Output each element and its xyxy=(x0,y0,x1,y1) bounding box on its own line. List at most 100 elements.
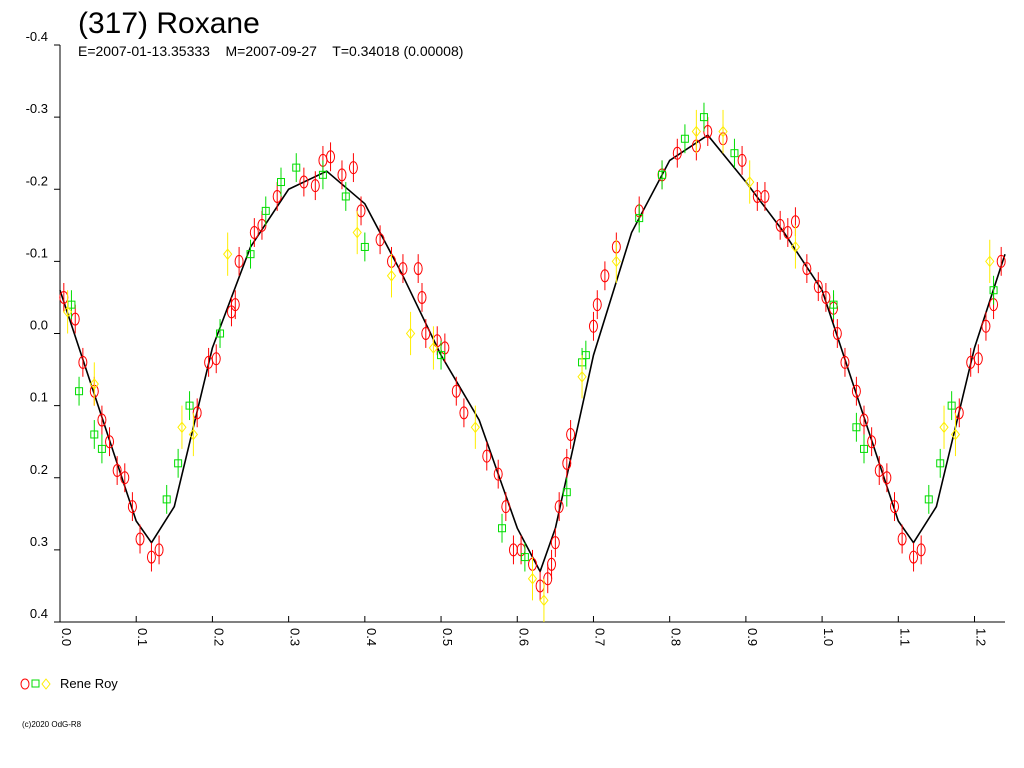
x-tick-label: 0.7 xyxy=(592,628,607,646)
point xyxy=(577,370,587,383)
point xyxy=(897,532,907,546)
point xyxy=(947,401,956,410)
point xyxy=(318,170,327,179)
point xyxy=(699,113,708,122)
point xyxy=(547,557,557,571)
point xyxy=(428,342,439,354)
point xyxy=(223,248,233,260)
point xyxy=(482,449,492,463)
point xyxy=(230,298,240,312)
legend-diamond xyxy=(41,678,51,690)
point xyxy=(539,594,549,607)
point xyxy=(89,378,99,390)
point xyxy=(246,250,255,259)
point xyxy=(790,241,801,253)
y-tick-label: 0.2 xyxy=(30,462,48,477)
point xyxy=(292,163,301,172)
point xyxy=(909,550,919,564)
point xyxy=(127,500,137,514)
point xyxy=(352,226,362,239)
point xyxy=(851,384,861,398)
point xyxy=(996,254,1006,268)
point xyxy=(562,456,572,470)
point xyxy=(658,170,667,179)
point xyxy=(592,298,602,312)
point xyxy=(97,413,107,427)
point xyxy=(802,262,812,276)
point xyxy=(867,435,877,449)
point xyxy=(985,255,995,268)
point xyxy=(527,572,538,585)
point xyxy=(939,421,949,434)
point xyxy=(470,421,480,434)
x-tick-label: 1.2 xyxy=(974,628,989,646)
point xyxy=(813,280,823,294)
x-tick-label: 0.5 xyxy=(440,628,455,646)
point xyxy=(421,327,431,340)
y-tick-label: -0.3 xyxy=(26,101,48,116)
point xyxy=(177,421,187,434)
point xyxy=(310,179,320,193)
point xyxy=(341,192,350,201)
point xyxy=(520,553,529,562)
point xyxy=(337,168,347,182)
point xyxy=(97,444,106,453)
point xyxy=(146,550,156,564)
point xyxy=(299,175,309,189)
point xyxy=(249,226,259,240)
fit-curve xyxy=(59,134,1006,574)
point xyxy=(840,355,850,369)
point xyxy=(493,467,503,481)
point xyxy=(154,543,164,557)
point xyxy=(882,471,892,485)
y-tick-label: -0.1 xyxy=(26,245,48,260)
point xyxy=(730,149,739,158)
x-tick-label: 0.6 xyxy=(516,628,531,646)
x-tick-label: 1.1 xyxy=(897,628,912,646)
point xyxy=(211,352,221,366)
point xyxy=(973,352,983,366)
point xyxy=(234,254,244,268)
x-tick-label: 0.3 xyxy=(288,628,303,646)
x-tick-label: 0.8 xyxy=(669,628,684,646)
point xyxy=(498,524,507,533)
y-tick-label: 0.4 xyxy=(30,606,48,621)
point xyxy=(451,384,461,398)
point xyxy=(916,543,926,557)
point xyxy=(635,214,644,223)
point xyxy=(924,495,933,504)
point xyxy=(105,435,115,449)
point xyxy=(550,536,560,550)
point xyxy=(672,146,682,160)
point xyxy=(437,351,446,360)
point xyxy=(277,178,286,187)
point xyxy=(188,428,199,441)
point xyxy=(174,459,183,468)
point xyxy=(501,500,511,514)
point xyxy=(989,286,998,295)
point xyxy=(405,327,416,340)
point xyxy=(691,125,701,138)
point xyxy=(588,319,598,333)
point xyxy=(760,189,770,203)
point xyxy=(375,233,385,247)
point xyxy=(554,500,564,514)
point xyxy=(611,255,621,268)
point xyxy=(162,495,171,504)
point xyxy=(120,471,130,485)
point xyxy=(348,161,358,175)
y-tick-label: 0.3 xyxy=(30,534,48,549)
point xyxy=(889,500,899,514)
y-tick-label: -0.2 xyxy=(26,173,48,188)
point xyxy=(62,306,73,318)
y-tick-label: -0.4 xyxy=(26,29,48,44)
point xyxy=(981,319,991,333)
chart-subtitle: E=2007-01-13.35333 M=2007-09-27 T=0.3401… xyxy=(78,43,463,59)
point xyxy=(78,355,88,369)
point xyxy=(860,444,869,453)
point xyxy=(216,329,225,338)
x-tick-label: 0.4 xyxy=(364,628,379,646)
point xyxy=(821,290,831,304)
y-tick-label: 0.1 xyxy=(30,390,48,405)
